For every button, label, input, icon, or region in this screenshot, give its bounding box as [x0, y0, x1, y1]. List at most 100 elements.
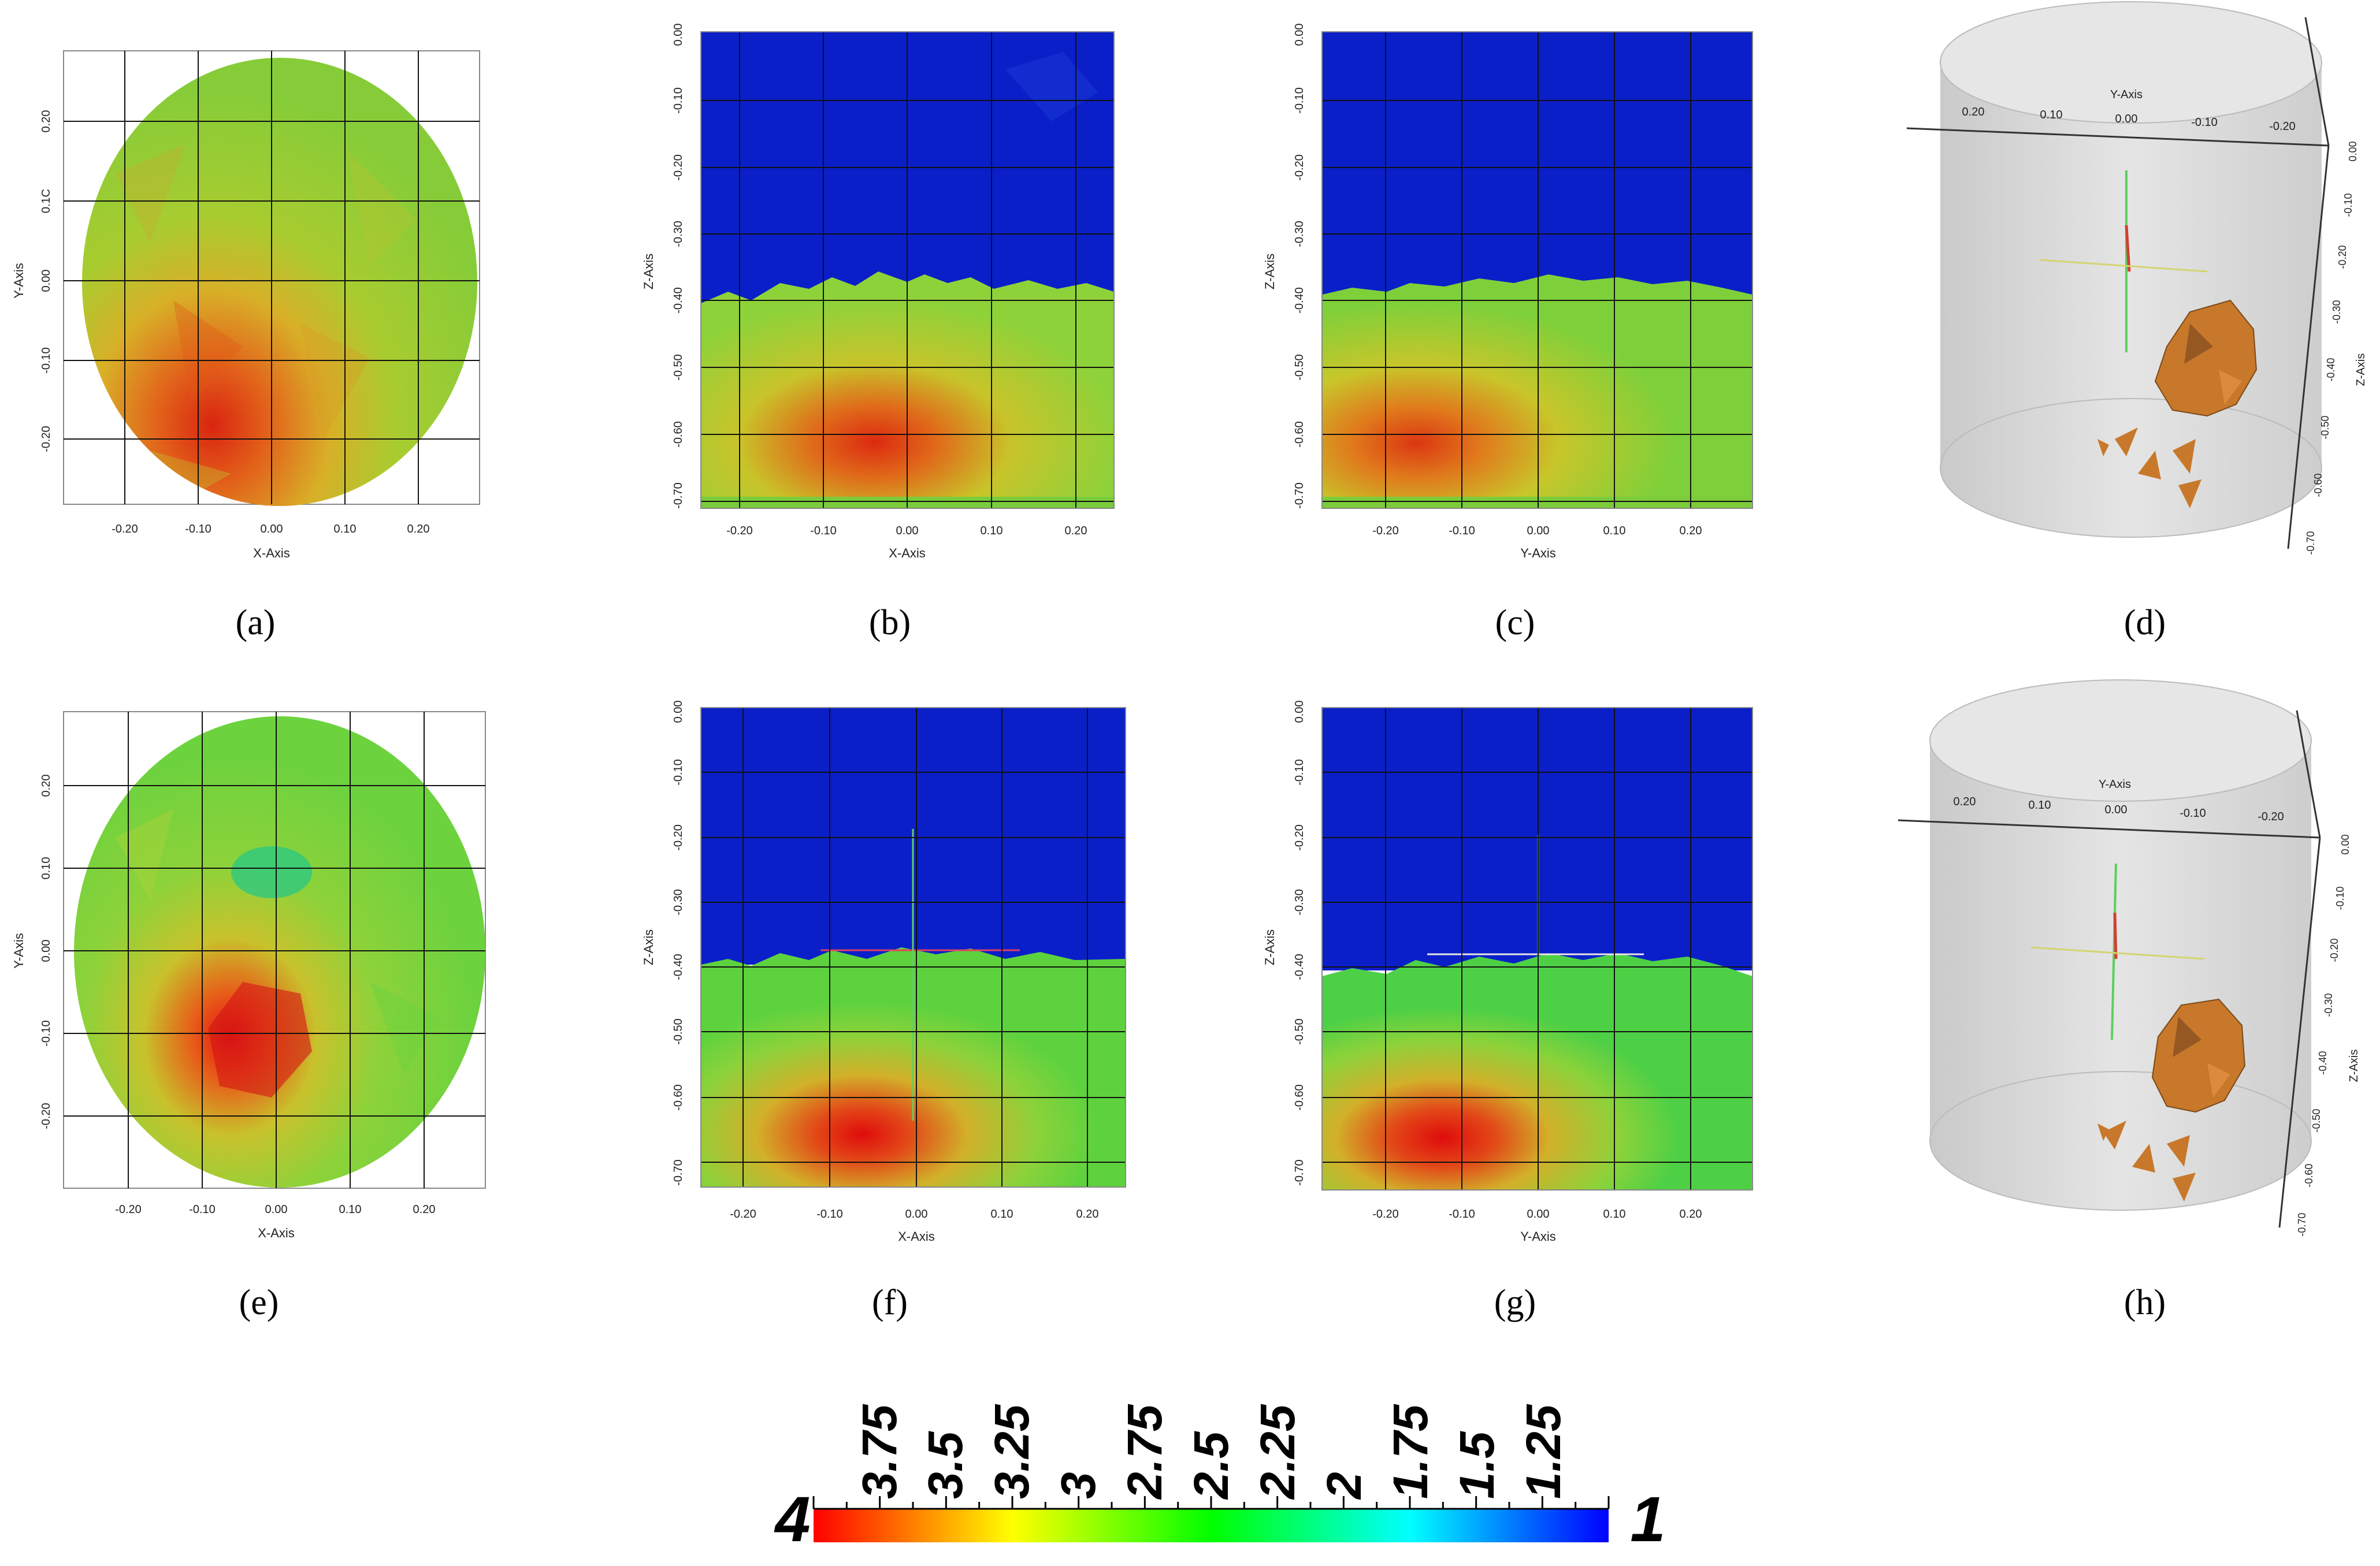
- x-tick: -0.10: [1449, 525, 1475, 537]
- caption: (g): [1494, 1283, 1536, 1322]
- side-tick: -0.10: [2334, 886, 2346, 910]
- y-tick: -0.50: [672, 1018, 685, 1045]
- y-tick: -0.20: [40, 426, 53, 452]
- cylinder-top: [1929, 679, 2312, 802]
- top-tick: -0.10: [2179, 807, 2206, 820]
- x-axis-label: X-Axis: [253, 546, 290, 560]
- y-tick: -0.30: [672, 889, 685, 916]
- y-tick: -0.60: [672, 1084, 685, 1111]
- side-tick: -0.30: [2331, 300, 2342, 323]
- y-tick: -0.20: [672, 154, 685, 181]
- y-tick: -0.40: [672, 954, 685, 980]
- panel-d: Y-Axis 0.20 0.10 0.00 -0.10 -0.20 0.00 -…: [1906, 1, 2367, 642]
- colorbar-tick-label: 1.75: [1383, 1404, 1438, 1499]
- x-tick: 0.00: [261, 523, 283, 535]
- y-tick: 0.00: [40, 940, 53, 962]
- y-tick: -0.50: [1293, 1018, 1306, 1045]
- panel-c: -0.20 -0.10 0.00 0.10 0.20 Y-Axis 0.00 -…: [1263, 24, 1753, 642]
- colorbar-ticks: [812, 1496, 1610, 1510]
- conductivity-map: [74, 716, 485, 1188]
- side-tick: 0.00: [2347, 141, 2359, 161]
- colorbar-tick-label: 2.5: [1184, 1431, 1238, 1500]
- x-tick: 0.10: [991, 1208, 1013, 1221]
- x-tick: 0.10: [334, 523, 357, 535]
- y-tick: -0.60: [1293, 1084, 1306, 1111]
- side-tick: 0.00: [2340, 834, 2351, 854]
- x-tick: 0.00: [1527, 525, 1550, 537]
- x-axis-label: Y-Axis: [1520, 546, 1556, 560]
- y-tick: -0.60: [1293, 421, 1306, 448]
- y-tick: -0.40: [1293, 287, 1306, 314]
- x-tick: 0.00: [896, 525, 919, 537]
- colorbar-tick-labels: 3.75 3.5 3.25 3 2.75 2.5 2.25 2 1.75 1.5…: [852, 1404, 1570, 1500]
- top-tick: 0.00: [2115, 113, 2138, 125]
- y-tick: 0.00: [1293, 701, 1306, 723]
- colorbar-tick-label: 1.25: [1516, 1404, 1570, 1499]
- panel-f: -0.20 -0.10 0.00 0.10 0.20 X-Axis 0.00 -…: [641, 701, 1126, 1322]
- colorbar: 4 1 3.75 3.5 3.25 3 2.75 2.5 2.25 2 1.75…: [774, 1404, 1665, 1555]
- y-tick: -0.50: [1293, 354, 1306, 381]
- panel-g: -0.20 -0.10 0.00 0.10 0.20 Y-Axis 0.00 -…: [1263, 701, 1753, 1322]
- x-tick: 0.10: [339, 1203, 362, 1216]
- grid: [701, 708, 1126, 1187]
- cylinder: [1940, 62, 2322, 537]
- caption: (b): [869, 603, 911, 642]
- air-region: [1322, 32, 1752, 297]
- conductivity-map: [1322, 953, 1752, 1190]
- y-tick: -0.10: [40, 347, 53, 374]
- y-tick: -0.30: [672, 221, 685, 247]
- y-tick: -0.10: [1293, 759, 1306, 786]
- panel-a: -0.20 -0.10 0.00 0.10 0.20 X-Axis 0.20 0…: [12, 50, 480, 642]
- caption: (c): [1495, 603, 1535, 642]
- side-tick: -0.70: [2305, 531, 2316, 555]
- side-axis-label: Z-Axis: [2348, 1050, 2360, 1083]
- x-tick: 0.10: [1603, 1208, 1626, 1221]
- side-tick: -0.60: [2312, 473, 2324, 497]
- grid: [701, 32, 1114, 508]
- cylinder-bottom: [1929, 1071, 2312, 1211]
- x-tick: 0.20: [407, 523, 430, 535]
- colorbar-tick-label: 3.25: [985, 1404, 1039, 1499]
- colorbar-min-label: 4: [774, 1484, 810, 1555]
- y-tick: -0.10: [40, 1020, 53, 1047]
- y-tick: -0.20: [672, 824, 685, 851]
- y-tick: 0.1C: [40, 189, 53, 213]
- y-tick: 0.10: [40, 857, 53, 880]
- y-ticks: 0.00 -0.10 -0.20 -0.30 -0.40 -0.50 -0.60…: [1293, 24, 1306, 509]
- y-tick: 0.00: [672, 24, 685, 46]
- y-axis-label: Z-Axis: [1263, 929, 1277, 965]
- x-tick: 0.20: [1680, 525, 1702, 537]
- y-axis-label: Z-Axis: [641, 254, 656, 289]
- x-tick: -0.10: [185, 523, 211, 535]
- x-tick: 0.20: [1065, 525, 1087, 537]
- colorbar-tick-label: 3.75: [852, 1404, 907, 1499]
- x-tick: 0.00: [1527, 1208, 1550, 1221]
- y-tick: -0.30: [1293, 889, 1306, 916]
- y-tick: 0.20: [40, 775, 53, 797]
- grid: [64, 712, 485, 1188]
- cylinder-bottom: [1940, 398, 2322, 538]
- y-tick: -0.20: [40, 1103, 53, 1129]
- x-ticks: -0.20 -0.10 0.00 0.10 0.20: [1372, 525, 1702, 537]
- y-axis-label: Z-Axis: [641, 929, 656, 965]
- colorbar-tick-label: 2.75: [1117, 1404, 1172, 1500]
- y-tick: -0.70: [1293, 482, 1306, 509]
- side-ticks: 0.00 -0.10 -0.20 -0.30 -0.40 -0.50 -0.60…: [2296, 834, 2351, 1236]
- y-tick: -0.20: [1293, 154, 1306, 181]
- top-tick: -0.20: [2258, 810, 2284, 823]
- top-tick: 0.10: [2040, 109, 2063, 121]
- mesh-texture: [116, 809, 439, 1098]
- mesh-texture: [116, 144, 416, 497]
- y-ticks: 0.00 -0.10 -0.20 -0.30 -0.40 -0.50 -0.60…: [672, 701, 685, 1186]
- y-tick: -0.70: [1293, 1159, 1306, 1186]
- x-ticks: -0.20 -0.10 0.00 0.10 0.20: [1372, 1208, 1702, 1221]
- x-tick: 0.20: [1076, 1208, 1099, 1221]
- top-tick: 0.10: [2029, 799, 2051, 812]
- x-axis-label: X-Axis: [898, 1229, 935, 1244]
- side-tick: -0.70: [2296, 1212, 2308, 1236]
- x-ticks: -0.20 -0.10 0.00 0.10 0.20: [115, 1203, 435, 1216]
- colorbar-tick-label: 3: [1051, 1472, 1105, 1499]
- grid: [64, 51, 480, 504]
- top-tick: -0.20: [2269, 120, 2296, 133]
